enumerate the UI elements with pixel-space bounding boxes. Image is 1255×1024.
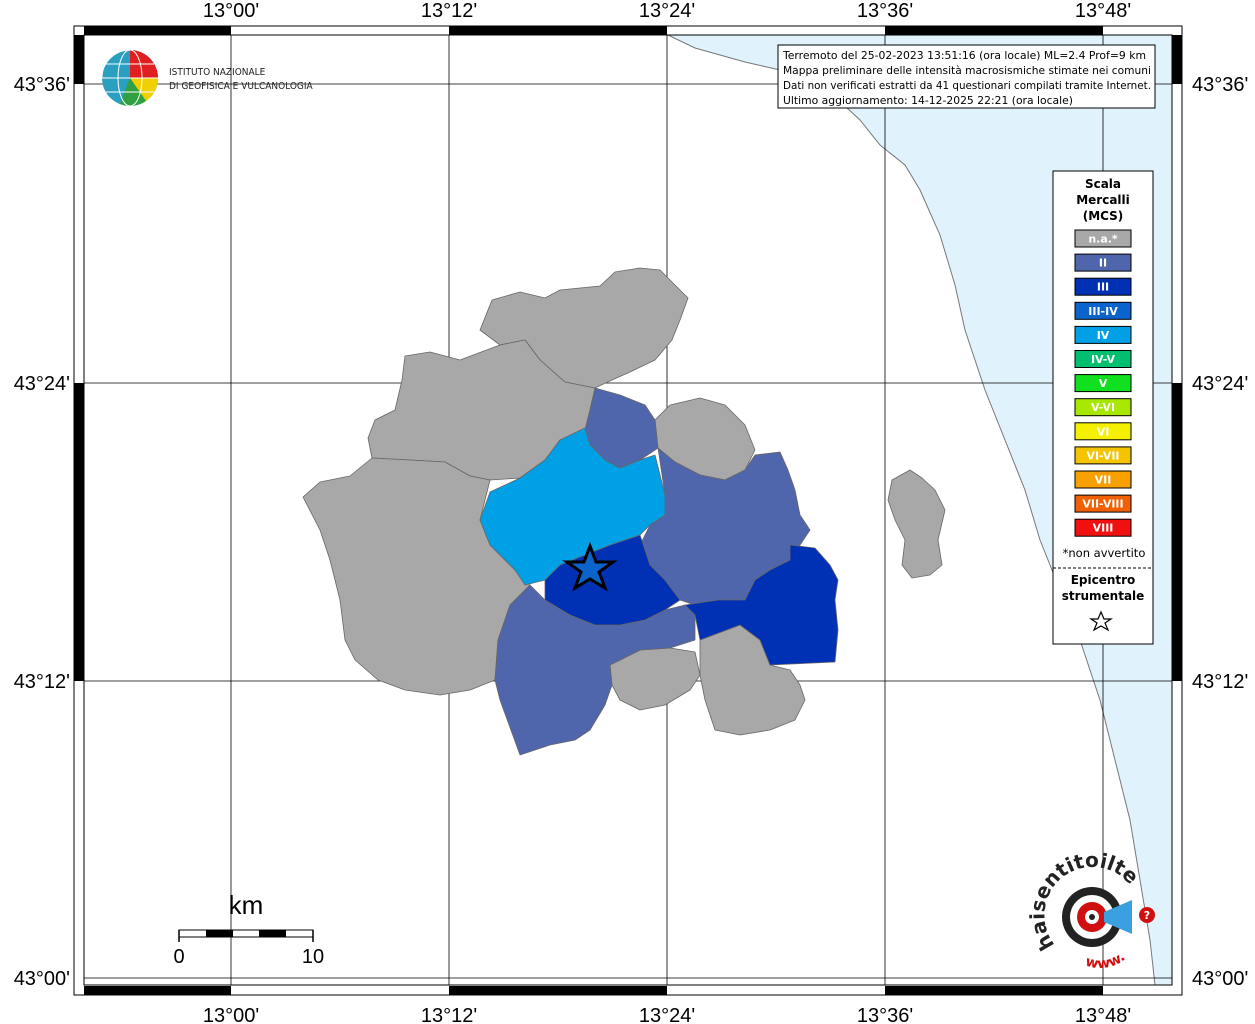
tick-bottom-3: 13°24' [639,1005,695,1024]
legend-swatch-7 [1074,398,1132,417]
legend-title-3: (MCS) [1083,209,1124,223]
scale-left-label: 0 [173,946,184,968]
tick-top-1: 13°00' [203,0,259,22]
ingv-logo: ISTITUTO NAZIONALE DI GEOFISICA E VULCAN… [101,49,314,107]
legend-title-1: Scala [1085,177,1121,191]
legend-label-9: VI-VII [1086,449,1119,462]
legend-swatch-1 [1074,253,1132,272]
tick-right-3: 43°12' [1192,671,1248,693]
legend-swatch-5 [1074,350,1132,368]
tick-left-4: 43°00' [14,968,70,990]
info-line2: Mappa preliminare delle intensità macros… [783,64,1151,77]
svg-text:?: ? [1144,909,1150,922]
tick-bottom-1: 13°00' [203,1005,259,1024]
legend-swatch-10 [1074,470,1132,489]
tick-bottom-4: 13°36' [857,1005,913,1024]
legend-label-8: VI [1097,425,1110,438]
megaphone-icon [1104,900,1132,934]
legend-swatch-8 [1074,422,1132,441]
legend-label-0: n.a.* [1088,233,1118,246]
legend-epicentro-1: Epicentro [1071,573,1136,587]
legend-title-2: Mercalli [1076,193,1130,207]
tick-top-3: 13°24' [639,0,695,22]
legend-items: n.a.*IIIIIIII-IVIVIV-VVV-VIVIVI-VIIVIIVI… [1074,229,1132,537]
legend-epicentro-2: strumentale [1062,589,1145,603]
scale-unit: km [229,890,264,920]
legend-swatch-3 [1074,301,1132,320]
logo-line1: ISTITUTO NAZIONALE [169,67,266,78]
tick-top-2: 13°12' [421,0,477,22]
legend: Scala Mercalli (MCS) n.a.*IIIIIIII-IVIVI… [1052,170,1154,645]
tick-labels-top: 13°00' 13°12' 13°24' 13°36' 13°48' [203,0,1131,22]
legend-label-4: IV [1097,329,1110,342]
comune-na-coast[interactable] [887,469,946,579]
target-icon [1062,887,1122,947]
legend-swatch-9 [1074,446,1132,465]
epicenter-star[interactable] [562,541,618,592]
legend-label-6: V [1099,377,1108,390]
tick-bottom-5: 13°48' [1075,1005,1131,1024]
legend-swatch-6 [1074,374,1132,393]
tick-labels-right: 43°36' 43°24' 43°12' 43°00' [1192,74,1248,990]
legend-swatch-0 [1074,229,1132,248]
tick-top-5: 13°48' [1075,0,1131,22]
municipalities [302,267,946,756]
legend-label-2: III [1097,281,1109,294]
info-line1: Terremoto del 25-02-2023 13:51:16 (ora l… [782,49,1146,62]
logo-line2: DI GEOFISICA E VULCANOLOGIA [169,81,314,92]
legend-label-12: VIII [1093,522,1114,535]
legend-label-1: II [1099,257,1107,270]
legend-note: *non avvertito [1063,546,1146,560]
info-line4: Ultimo aggiornamento: 14-12-2025 22:21 (… [783,94,1073,107]
scale-bar: km 0 10 [173,890,324,968]
tick-labels-left: 43°36' 43°24' 43°12' 43°00' [14,74,70,990]
map-frame [73,25,1183,996]
tick-left-2: 43°24' [14,373,70,395]
tick-left-3: 43°12' [14,671,70,693]
tick-left-1: 43°36' [14,74,70,96]
legend-star-icon [1089,610,1113,632]
legend-label-7: V-VI [1091,401,1115,414]
tick-labels-bottom: 13°00' 13°12' 13°24' 13°36' 13°48' [203,1005,1131,1024]
event-info-box: Terremoto del 25-02-2023 13:51:16 (ora l… [777,44,1156,109]
legend-label-3: III-IV [1088,305,1118,318]
info-line3: Dati non verificati estratti da 41 quest… [783,79,1151,92]
comune-iii-east[interactable] [684,544,839,666]
legend-label-10: VII [1095,474,1112,487]
legend-swatch-11 [1074,494,1132,513]
tick-bottom-2: 13°12' [421,1005,477,1024]
tick-top-4: 13°36' [857,0,913,22]
comune-iv[interactable] [479,427,666,586]
globe-icon [101,49,158,107]
legend-label-11: VII-VIII [1082,498,1123,511]
legend-swatch-4 [1074,325,1132,344]
legend-swatch-12 [1074,518,1132,537]
legend-label-5: IV-V [1091,353,1116,366]
tick-right-1: 43°36' [1192,74,1248,96]
legend-swatch-2 [1074,277,1132,296]
tick-right-2: 43°24' [1192,373,1248,395]
scale-right-label: 10 [302,946,324,968]
question-icon [1139,907,1155,923]
tick-right-4: 43°00' [1192,968,1248,990]
